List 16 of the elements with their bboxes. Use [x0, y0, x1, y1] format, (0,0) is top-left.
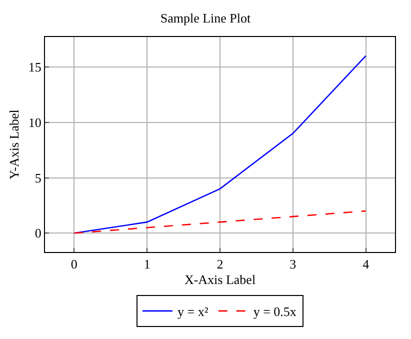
y-tick-label: 0	[34, 226, 42, 241]
x-tick-label: 3	[290, 256, 296, 272]
x-tick-label: 4	[362, 256, 370, 272]
y-axis-title: Y-Axis Label	[6, 109, 22, 180]
legend-label: y = x²	[178, 304, 208, 320]
y-tick-label: 10	[28, 114, 42, 130]
x-tick-label: 2	[216, 256, 224, 272]
y-tick-label: 15	[28, 59, 42, 74]
x-axis-title: X-Axis Label	[184, 272, 256, 288]
x-tick-label: 1	[144, 256, 150, 272]
line-series	[74, 55, 366, 234]
x-tick-label: 0	[70, 256, 78, 272]
legend-label: y = 0.5x	[253, 304, 297, 320]
y-tick-label: 5	[34, 170, 42, 186]
line-series	[74, 210, 366, 234]
chart-title: Sample Line Plot	[160, 10, 252, 26]
